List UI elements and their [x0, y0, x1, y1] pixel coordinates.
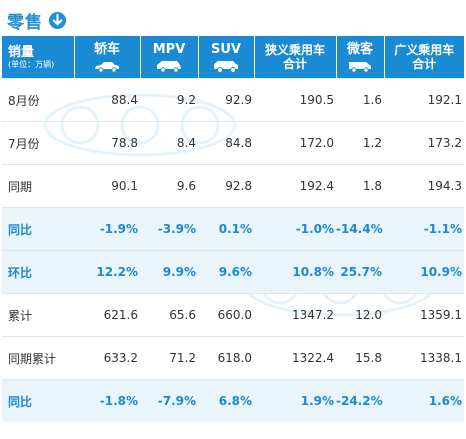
header-broad-line2: 合计 [412, 57, 437, 71]
cell-sedan: 633.2 [74, 336, 140, 380]
cell-micro: 1.2 [336, 121, 384, 165]
suv-icon [214, 60, 238, 73]
cell-micro: 12.0 [336, 293, 384, 337]
mpv-icon [157, 60, 181, 73]
header-sales-label: 销量 [8, 44, 35, 60]
cell-broad: 194.3 [384, 164, 464, 208]
cell-broad: 173.2 [384, 121, 464, 165]
table-header-row: 销量 (单位：万辆) 轿车 MPV SUV [2, 36, 464, 79]
table-row: 同期 90.1 9.6 92.8 192.4 1.8 194.3 [2, 164, 464, 208]
row-label: 同比 [2, 207, 74, 251]
sedan-icon [95, 61, 119, 73]
row-label: 同期 [2, 164, 74, 208]
cell-suv: 92.9 [198, 78, 254, 122]
microvan-icon [349, 61, 371, 73]
table-row: 8月份 88.4 9.2 92.9 190.5 1.6 192.1 [2, 78, 464, 122]
cell-suv: 660.0 [198, 293, 254, 337]
cell-mpv: 71.2 [140, 336, 198, 380]
cell-micro: 1.6 [336, 78, 384, 122]
header-sales-unit: 销量 (单位：万辆) [2, 36, 74, 79]
cell-suv: 92.8 [198, 164, 254, 208]
header-unit-label: (单位：万辆) [8, 59, 55, 69]
cell-broad: 1.6% [384, 379, 464, 422]
row-label: 同比 [2, 379, 74, 422]
title-row: 零售 [7, 6, 67, 34]
header-suv-label: SUV [211, 41, 241, 57]
cell-mpv: -3.9% [140, 207, 198, 251]
cell-suv: 6.8% [198, 379, 254, 422]
header-broad-line1: 广义乘用车 [394, 43, 455, 57]
cell-micro: 25.7% [336, 250, 384, 294]
cell-broad: 10.9% [384, 250, 464, 294]
row-label: 8月份 [2, 78, 74, 122]
cell-micro: 1.8 [336, 164, 384, 208]
cell-micro: -14.4% [336, 207, 384, 251]
cell-sedan: 621.6 [74, 293, 140, 337]
cell-narrow: 1347.2 [254, 293, 336, 337]
cell-narrow: 1.9% [254, 379, 336, 422]
header-suv: SUV [197, 36, 254, 79]
header-micro-label: 微客 [346, 41, 373, 57]
cell-broad: 192.1 [384, 78, 464, 122]
header-narrow-passenger: 狭义乘用车 合计 [253, 36, 336, 79]
row-label: 环比 [2, 250, 74, 294]
cell-sedan: -1.8% [74, 379, 140, 422]
cell-narrow: 192.4 [254, 164, 336, 208]
table-row-yoy-cumulative: 同比 -1.8% -7.9% 6.8% 1.9% -24.2% 1.6% [2, 379, 464, 422]
cell-narrow: 172.0 [254, 121, 336, 165]
cell-sedan: 88.4 [74, 78, 140, 122]
header-sedan-label: 轿车 [93, 41, 120, 57]
row-label: 7月份 [2, 121, 74, 165]
retail-sales-table: 销量 (单位：万辆) 轿车 MPV SUV [2, 36, 464, 422]
cell-mpv: 9.6 [140, 164, 198, 208]
arrow-down-circle-icon [48, 11, 67, 29]
cell-suv: 84.8 [198, 121, 254, 165]
cell-mpv: -7.9% [140, 379, 198, 422]
cell-sedan: 90.1 [74, 164, 140, 208]
cell-broad: -1.1% [384, 207, 464, 251]
cell-suv: 0.1% [198, 207, 254, 251]
header-mpv: MPV [139, 36, 198, 79]
header-narrow-line1: 狭义乘用车 [264, 43, 325, 57]
header-micro: 微客 [335, 36, 384, 79]
cell-micro: -24.2% [336, 379, 384, 422]
cell-mpv: 9.9% [140, 250, 198, 294]
cell-narrow: 10.8% [254, 250, 336, 294]
cell-mpv: 65.6 [140, 293, 198, 337]
cell-broad: 1359.1 [384, 293, 464, 337]
page-title: 零售 [7, 12, 43, 33]
cell-sedan: -1.9% [74, 207, 140, 251]
row-label: 同期累计 [2, 336, 74, 380]
header-broad-passenger: 广义乘用车 合计 [383, 36, 464, 79]
table-row-yoy: 同比 -1.9% -3.9% 0.1% -1.0% -14.4% -1.1% [2, 207, 464, 251]
header-sedan: 轿车 [73, 36, 140, 79]
table-row: 7月份 78.8 8.4 84.8 172.0 1.2 173.2 [2, 121, 464, 165]
table-row: 累计 621.6 65.6 660.0 1347.2 12.0 1359.1 [2, 293, 464, 337]
cell-narrow: -1.0% [254, 207, 336, 251]
cell-mpv: 8.4 [140, 121, 198, 165]
cell-mpv: 9.2 [140, 78, 198, 122]
cell-sedan: 78.8 [74, 121, 140, 165]
header-narrow-line2: 合计 [282, 57, 307, 71]
table-row-mom: 环比 12.2% 9.9% 9.6% 10.8% 25.7% 10.9% [2, 250, 464, 294]
table-row: 同期累计 633.2 71.2 618.0 1322.4 15.8 1338.1 [2, 336, 464, 380]
cell-sedan: 12.2% [74, 250, 140, 294]
header-mpv-label: MPV [152, 41, 186, 57]
cell-broad: 1338.1 [384, 336, 464, 380]
cell-narrow: 190.5 [254, 78, 336, 122]
row-label: 累计 [2, 293, 74, 337]
cell-suv: 618.0 [198, 336, 254, 380]
cell-suv: 9.6% [198, 250, 254, 294]
cell-narrow: 1322.4 [254, 336, 336, 380]
cell-micro: 15.8 [336, 336, 384, 380]
